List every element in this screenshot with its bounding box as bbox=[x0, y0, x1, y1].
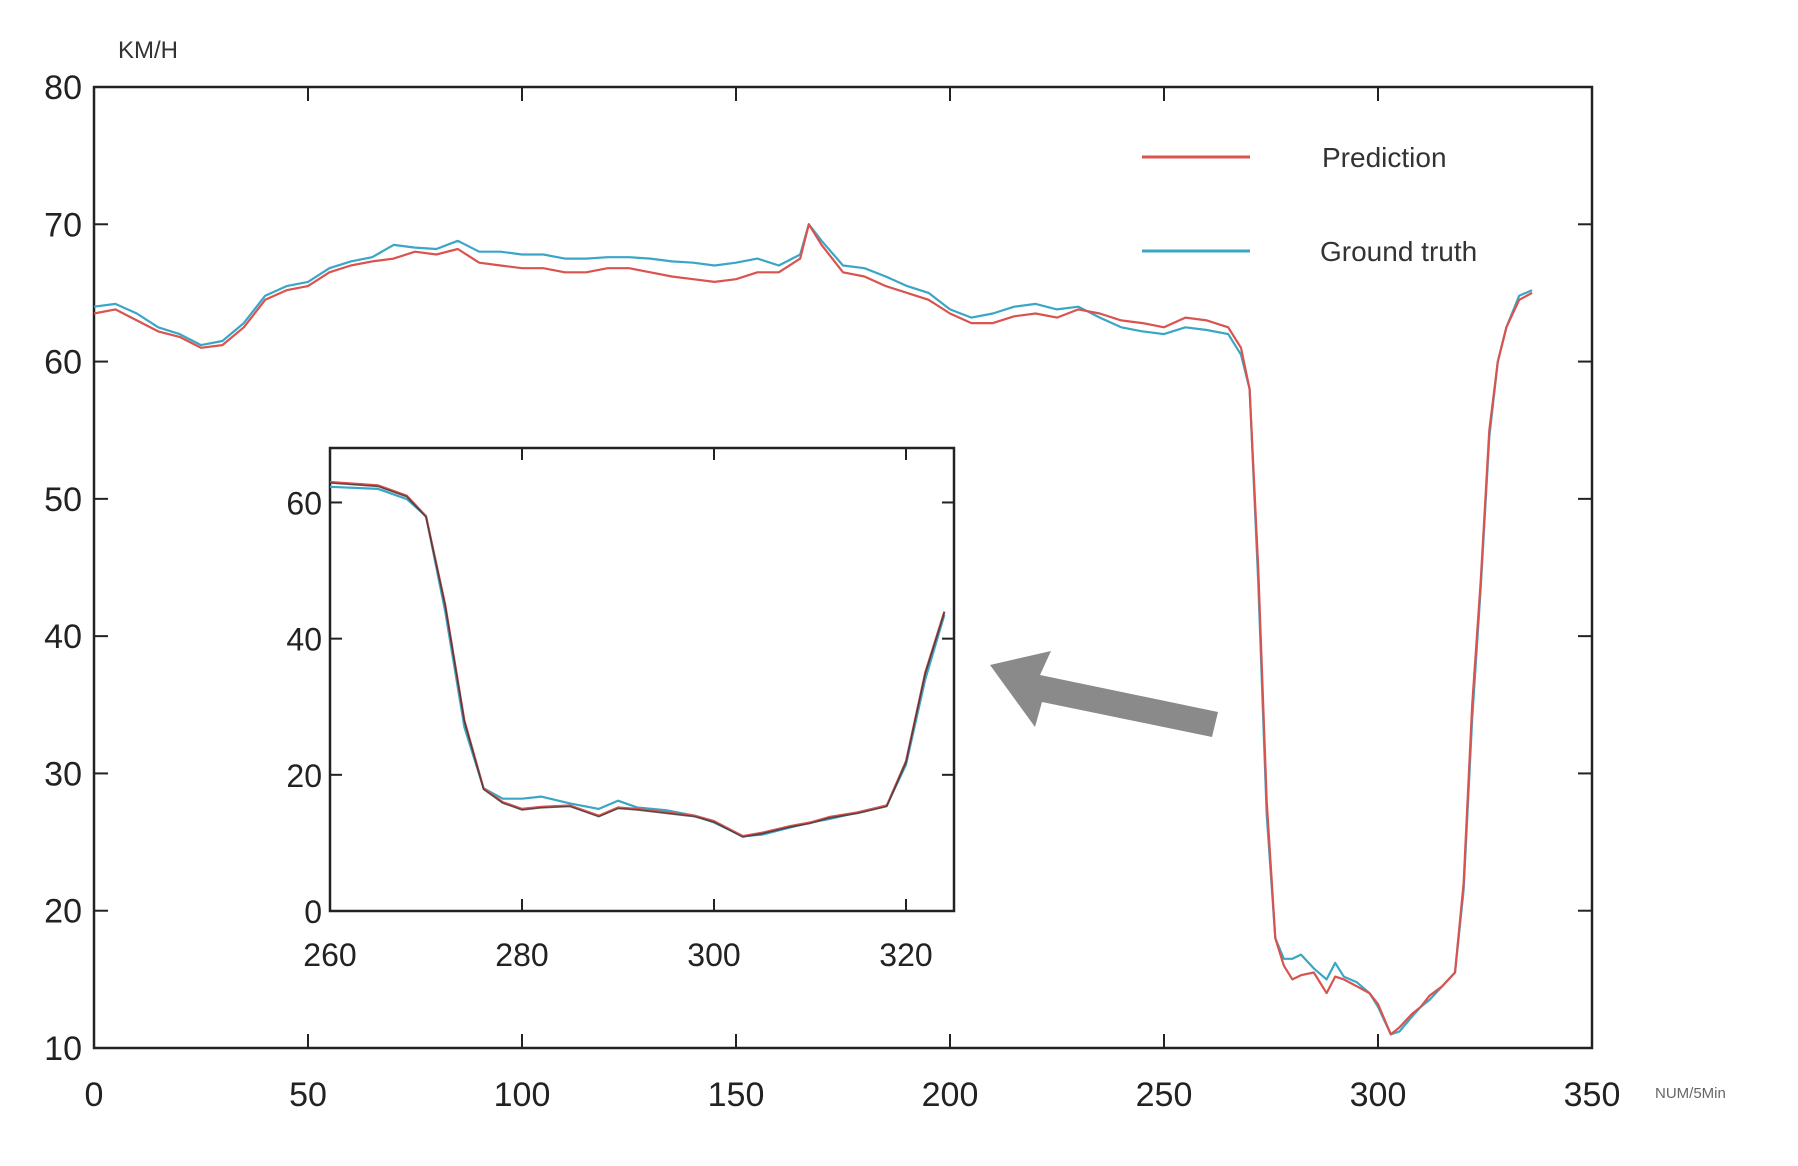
inset-overlay-trace bbox=[329, 482, 946, 838]
x-tick-label: 300 bbox=[1350, 1076, 1407, 1114]
zoom-pointer-arrow bbox=[990, 651, 1218, 737]
inset-y-tick-label: 0 bbox=[304, 894, 322, 930]
inset-x-tick-label: 260 bbox=[303, 937, 356, 973]
main-series-lines bbox=[93, 223, 1533, 1036]
inset-x-tick-label: 320 bbox=[879, 937, 932, 973]
y-axis-unit: KM/H bbox=[118, 37, 178, 64]
inset-series-lines bbox=[329, 480, 946, 838]
y-tick-label: 10 bbox=[44, 1030, 82, 1068]
inset-y-tick-label: 40 bbox=[286, 622, 322, 658]
y-tick-label: 60 bbox=[44, 344, 82, 382]
inset-plot-frame bbox=[328, 446, 956, 913]
x-axis-unit: NUM/5Min bbox=[1655, 1085, 1726, 1102]
legend: Prediction Ground truth bbox=[1142, 142, 1477, 267]
x-tick-label: 250 bbox=[1136, 1076, 1193, 1114]
y-tick-label: 20 bbox=[44, 893, 82, 931]
inset-y-tick-label: 60 bbox=[286, 485, 322, 521]
x-tick-label: 50 bbox=[289, 1076, 327, 1114]
x-tick-label: 150 bbox=[708, 1076, 765, 1114]
inset-background bbox=[328, 446, 956, 913]
x-tick-label: 350 bbox=[1564, 1076, 1621, 1114]
y-tick-label: 50 bbox=[44, 481, 82, 519]
legend-label-ground-truth: Ground truth bbox=[1320, 236, 1477, 267]
inset-y-tick-label: 20 bbox=[286, 758, 322, 794]
inset-axis-ticks: 260 280 300 320 0 20 40 60 bbox=[286, 448, 954, 973]
inset-x-tick-label: 280 bbox=[495, 937, 548, 973]
inset-x-tick-label: 300 bbox=[687, 937, 740, 973]
y-tick-label: 30 bbox=[44, 755, 82, 793]
series-line-prediction bbox=[93, 223, 1533, 1036]
x-tick-label: 200 bbox=[922, 1076, 979, 1114]
x-tick-label: 100 bbox=[494, 1076, 551, 1114]
main-plot-frame bbox=[92, 85, 1594, 1050]
x-tick-label: 0 bbox=[85, 1076, 104, 1114]
y-tick-label: 70 bbox=[44, 206, 82, 244]
y-tick-label: 40 bbox=[44, 618, 82, 656]
y-tick-label: 80 bbox=[44, 69, 82, 107]
legend-label-prediction: Prediction bbox=[1322, 142, 1447, 173]
